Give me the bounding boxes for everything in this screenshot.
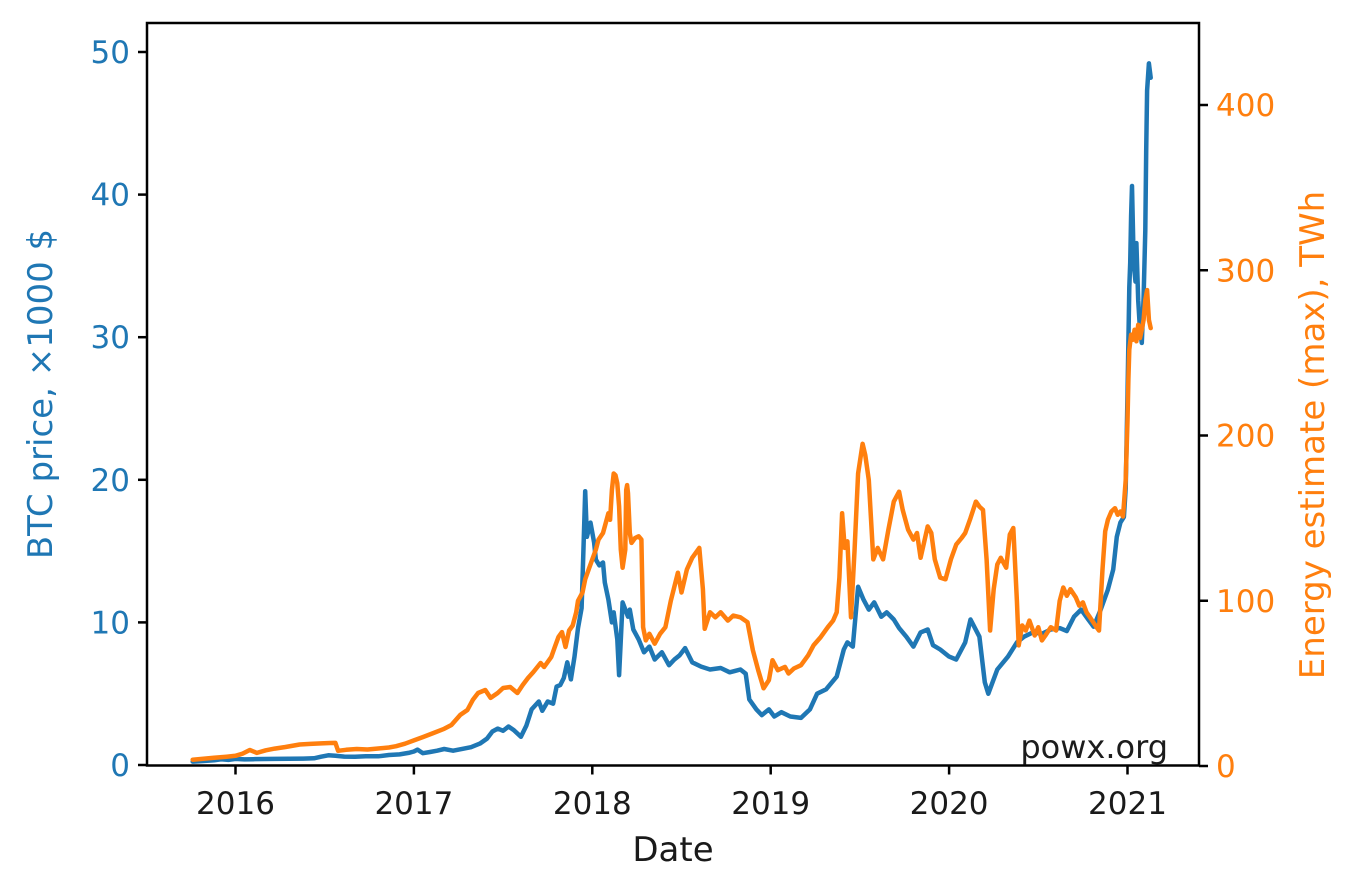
x-tick-label: 2019 <box>731 786 810 822</box>
left-y-tick-label: 30 <box>91 320 130 356</box>
right-axis-title: Energy estimate (max), TWh <box>1293 191 1333 679</box>
right-y-tick-label: 400 <box>1216 88 1275 124</box>
plot-border <box>145 21 1201 767</box>
series-line-btc-price <box>190 61 1153 764</box>
left-y-tick-label: 20 <box>91 463 130 499</box>
x-tick-label: 2021 <box>1088 786 1167 822</box>
right-y-tick-label: 200 <box>1216 419 1275 455</box>
right-y-tick-label: 0 <box>1216 749 1236 785</box>
series-line-energy-estimate-max- <box>190 287 1153 762</box>
left-y-tick-label: 50 <box>91 35 130 71</box>
right-y-tick-label: 300 <box>1216 253 1275 289</box>
x-axis-title: Date <box>632 830 713 870</box>
x-tick-label: 2016 <box>196 786 275 822</box>
x-tick-label: 2018 <box>553 786 632 822</box>
left-y-tick-label: 0 <box>110 748 130 784</box>
left-y-tick-label: 40 <box>91 178 130 214</box>
x-tick-label: 2017 <box>374 786 453 822</box>
left-axis-title: BTC price, ×1000 $ <box>21 229 61 559</box>
left-y-tick-label: 10 <box>91 605 130 641</box>
right-y-tick-label: 100 <box>1216 584 1275 620</box>
watermark: powx.org <box>1020 728 1168 766</box>
x-tick-label: 2020 <box>910 786 989 822</box>
